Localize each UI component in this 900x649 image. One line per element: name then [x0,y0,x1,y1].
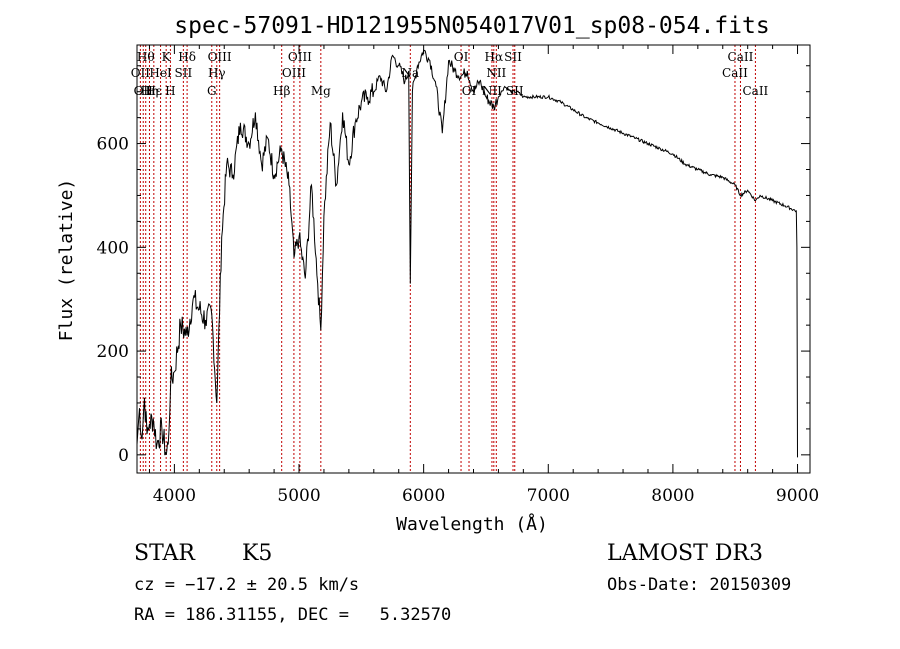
line-marker-label: OI [462,84,477,98]
line-marker-label: OIII [282,66,306,80]
line-marker-label: Hα [485,50,504,64]
series-layer [136,49,798,458]
x-tick-label: 5000 [277,486,320,506]
chart-title: spec-57091-HD121955N054017V01_sp08-054.f… [174,13,769,39]
x-axis: 4000 5000 6000 7000 8000 9000 [148,45,819,506]
line-marker-label: Hε [145,84,162,98]
line-marker-label: CaII [722,66,748,80]
line-marker-label: OII [131,66,151,80]
line-marker-label: OII [134,84,154,98]
line-marker-label: K [162,50,172,64]
x-tick-label: 9000 [776,486,819,506]
y-tick-label: 0 [118,446,129,466]
line-marker-label: OI [454,50,469,64]
line-marker-label: SII [175,66,193,80]
line-marker-label: HeI [149,66,172,80]
survey-name: LAMOST DR3 [607,541,763,566]
line-marker-label: G [207,84,217,98]
line-marker-label: H [165,84,175,98]
y-tick-label: 200 [97,342,129,362]
x-tick-label: 6000 [402,486,445,506]
line-marker-label: CaII [742,84,768,98]
line-marker-label: NII [482,84,502,98]
plot-frame [136,44,811,474]
line-marker-label: SII [504,50,522,64]
line-marker-label: Mg [311,84,331,98]
y-axis-label: Flux (relative) [56,179,77,342]
line-marker-label: Hδ [178,50,196,64]
line-marker-label: Hη [141,84,159,98]
object-subclass: K5 [242,541,272,566]
y-tick-label: 600 [97,135,129,155]
x-axis-label: Wavelength (Å) [396,513,548,535]
line-marker-label: Hθ [137,50,155,64]
spectral-line-labels: OIIOIIHθHηHεHeIKHSIIHδGHγOIIIHβOIIIOIIIM… [131,50,769,98]
object-type: STAR [134,541,196,566]
spectral-line-markers [139,45,756,473]
line-marker-label: SII [506,84,524,98]
info-panel: STAR K5 LAMOST DR3 cz = −17.2 ± 20.5 km/… [134,541,791,625]
x-tick-label: 4000 [153,486,196,506]
line-marker-label: Hβ [273,84,290,98]
line-marker-label: CaII [728,50,754,64]
y-tick-label: 400 [97,238,129,258]
observation-date: Obs-Date: 20150309 [607,575,791,595]
line-marker-label: OIII [288,50,312,64]
line-marker-label: NII [486,66,506,80]
series-line [136,49,798,458]
line-marker-label: OIII [208,50,232,64]
redshift-velocity: cz = −17.2 ± 20.5 km/s [134,575,359,595]
line-marker-label: Hγ [208,66,226,80]
y-axis: 0 200 400 600 [97,65,810,466]
x-tick-label: 8000 [651,486,694,506]
coordinates: RA = 186.31155, DEC = 5.32570 [134,605,451,625]
x-tick-label: 7000 [527,486,570,506]
